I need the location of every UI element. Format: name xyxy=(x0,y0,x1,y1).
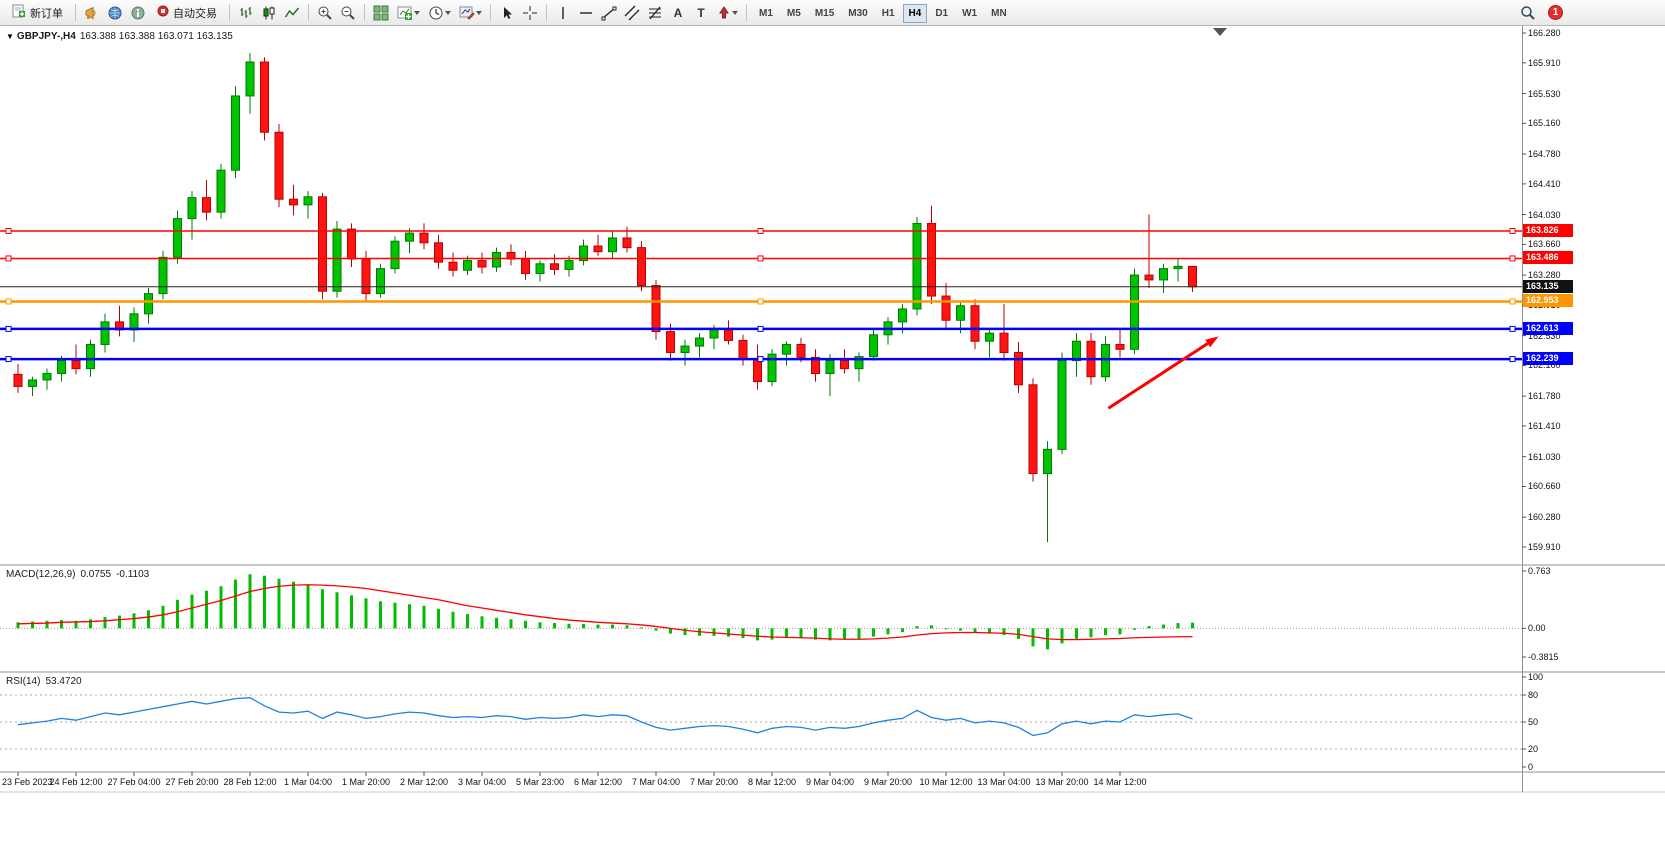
separator xyxy=(229,4,230,21)
separator xyxy=(546,4,547,21)
symbol-period-label: GBPJPY-,H4 xyxy=(16,31,76,42)
notification-badge[interactable]: 1 xyxy=(1548,5,1563,20)
chart-title: ▼ GBPJPY-,H4 163.388 163.388 163.071 163.1… xyxy=(6,31,233,42)
new-order-label: 新订单 xyxy=(30,7,63,20)
timeframe-D1[interactable]: D1 xyxy=(929,4,954,23)
rsi-value: 53.4720 xyxy=(45,676,82,687)
rsi-label: RSI(14) xyxy=(6,676,41,687)
separator xyxy=(490,4,491,21)
dropdown-arrow-icon xyxy=(731,10,738,15)
new-order-button[interactable]: 新订单 xyxy=(5,1,70,24)
candles-layer xyxy=(13,53,1197,543)
indicators-button[interactable] xyxy=(393,3,423,23)
dropdown-arrow-icon xyxy=(444,10,451,15)
line-handle[interactable] xyxy=(5,228,12,235)
vertical-line-icon[interactable] xyxy=(552,3,574,23)
periods-button[interactable] xyxy=(424,3,454,23)
line-handle[interactable] xyxy=(5,298,12,305)
search-icon[interactable] xyxy=(1517,3,1539,23)
line-handle[interactable] xyxy=(1509,356,1516,363)
line-handle[interactable] xyxy=(757,228,764,235)
timeframe-M1[interactable]: M1 xyxy=(753,4,779,23)
auto-trading-label: 自动交易 xyxy=(173,7,217,20)
line-handle[interactable] xyxy=(1509,255,1516,262)
rsi-line xyxy=(17,697,1193,737)
dropdown-arrow-icon xyxy=(413,10,420,15)
ohlc-values: 163.388 163.388 163.071 163.135 xyxy=(79,31,233,42)
line-handle[interactable] xyxy=(5,325,12,332)
zoom-out-icon[interactable] xyxy=(337,3,359,23)
arrow-object[interactable] xyxy=(1107,342,1209,410)
macd-signal-line xyxy=(17,584,1193,641)
horn-icon[interactable] xyxy=(81,3,103,23)
arrows-button[interactable] xyxy=(713,3,741,23)
horizontal-line-icon[interactable] xyxy=(575,3,597,23)
crosshair-icon[interactable] xyxy=(519,3,541,23)
line-handle[interactable] xyxy=(5,356,12,363)
timeframe-MN[interactable]: MN xyxy=(985,4,1013,23)
line-handle[interactable] xyxy=(1509,325,1516,332)
text-label-icon[interactable]: T xyxy=(697,5,705,20)
separator xyxy=(308,4,309,21)
chart-shift-marker-icon[interactable] xyxy=(1213,28,1227,36)
rsi-indicator-header: RSI(14) 53.4720 xyxy=(6,676,82,687)
timeframe-toolbar: M1 M5 M15 M30 H1 H4 D1 W1 MN xyxy=(752,3,1014,23)
zoom-in-icon[interactable] xyxy=(314,3,336,23)
line-handle[interactable] xyxy=(757,298,764,305)
separator xyxy=(746,4,747,21)
line-handle[interactable] xyxy=(1509,228,1516,235)
macd-signal-value: -0.1103 xyxy=(116,569,150,580)
macd-label: MACD(12,26,9) xyxy=(6,569,76,580)
market-watch-icon[interactable] xyxy=(104,3,126,23)
tile-windows-icon[interactable] xyxy=(370,3,392,23)
trendline-icon[interactable] xyxy=(598,3,620,23)
timeframe-H4[interactable]: H4 xyxy=(902,3,928,23)
collapse-triangle-icon[interactable]: ▼ xyxy=(6,32,14,41)
line-handle[interactable] xyxy=(757,356,764,363)
auto-trading-button[interactable]: 自动交易 xyxy=(150,2,224,24)
macd-main-value: 0.0755 xyxy=(80,569,112,580)
macd-indicator-header: MACD(12,26,9) 0.0755 -0.1103 xyxy=(6,569,149,580)
timeframe-H1[interactable]: H1 xyxy=(876,4,901,23)
timeframe-W1[interactable]: W1 xyxy=(956,4,983,23)
candlestick-chart-icon[interactable] xyxy=(258,3,280,23)
line-chart-icon[interactable] xyxy=(281,3,303,23)
fibonacci-icon[interactable] xyxy=(644,3,666,23)
timeframe-M5[interactable]: M5 xyxy=(781,4,807,23)
channel-icon[interactable] xyxy=(621,3,643,23)
timeframe-M30[interactable]: M30 xyxy=(842,4,873,23)
line-handle[interactable] xyxy=(5,255,12,262)
arrow-head xyxy=(1205,336,1219,348)
separator xyxy=(364,4,365,21)
new-order-icon xyxy=(12,4,26,21)
line-handle[interactable] xyxy=(1509,298,1516,305)
timeframe-M15[interactable]: M15 xyxy=(809,4,840,23)
data-window-icon[interactable] xyxy=(127,3,149,23)
line-handle[interactable] xyxy=(757,325,764,332)
auto-trading-status-icon xyxy=(157,5,169,20)
dropdown-arrow-icon xyxy=(475,10,482,15)
separator xyxy=(75,4,76,21)
bar-chart-icon[interactable] xyxy=(235,3,257,23)
text-icon[interactable]: A xyxy=(673,5,683,20)
templates-button[interactable] xyxy=(455,3,485,23)
cursor-icon[interactable] xyxy=(496,3,518,23)
toolbar: 新订单 自动交易 xyxy=(0,0,1665,26)
line-handle[interactable] xyxy=(757,255,764,262)
